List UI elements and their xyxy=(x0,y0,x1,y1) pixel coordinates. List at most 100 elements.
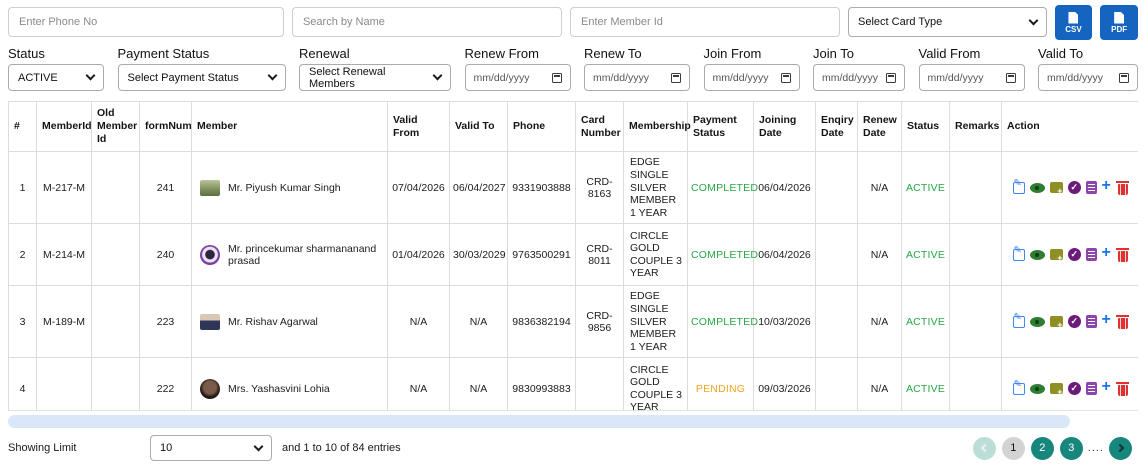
edit-icon[interactable] xyxy=(1012,178,1025,194)
pdf-label: PDF xyxy=(1111,24,1128,34)
add-image-icon[interactable] xyxy=(1049,182,1063,196)
add-image-icon[interactable] xyxy=(1049,316,1063,330)
invoice-icon[interactable] xyxy=(1085,315,1097,329)
pagination-page-1[interactable]: 1 xyxy=(1001,436,1025,460)
filter-label: Renew From xyxy=(464,46,539,61)
cell-remarks xyxy=(949,151,1002,225)
verified-icon[interactable] xyxy=(1067,382,1081,396)
filter-date-valid-to[interactable]: mm/dd/yyyy xyxy=(1038,64,1138,91)
member-name: Mr. Piyush Kumar Singh xyxy=(228,181,341,194)
edit-icon[interactable] xyxy=(1012,379,1025,395)
add-icon[interactable] xyxy=(1102,378,1113,396)
cell-joining-date: 09/03/2026 xyxy=(753,357,816,410)
column-header: Payment Status xyxy=(687,101,754,153)
calendar-icon[interactable] xyxy=(551,72,562,83)
add-image-icon[interactable] xyxy=(1049,383,1063,397)
filter-item: Renewal Select Renewal Members xyxy=(299,46,451,91)
horizontal-scrollbar-track xyxy=(8,415,1138,428)
calendar-icon[interactable] xyxy=(780,72,791,83)
cell-payment-status: COMPLETED xyxy=(687,151,758,225)
cell-membership: EDGE SINGLE SILVER MEMBER 1 YEAR xyxy=(623,151,688,225)
calendar-icon[interactable] xyxy=(671,72,681,83)
pdf-export-button[interactable]: PDF xyxy=(1100,5,1139,40)
filter-date-renew-from[interactable]: mm/dd/yyyy xyxy=(464,64,571,91)
filter-value: Select Payment Status xyxy=(127,71,239,84)
filter-date-join-from[interactable]: mm/dd/yyyy xyxy=(703,64,800,91)
calendar-icon[interactable] xyxy=(1119,72,1129,83)
filter-value: mm/dd/yyyy xyxy=(1047,71,1104,84)
member-avatar xyxy=(200,313,220,330)
column-header: # xyxy=(8,101,37,153)
cell-member: Mr. Piyush Kumar Singh xyxy=(191,151,388,225)
chevron-down-icon xyxy=(85,70,96,81)
row-actions xyxy=(1001,223,1138,287)
cell-status: ACTIVE xyxy=(901,357,950,410)
filter-select-renewal[interactable]: Select Renewal Members xyxy=(299,64,451,91)
verified-icon[interactable] xyxy=(1067,315,1081,329)
column-header: Valid From xyxy=(387,101,450,153)
csv-export-button[interactable]: CSV xyxy=(1054,5,1093,40)
cell-status: ACTIVE xyxy=(901,285,950,359)
cell-enqiry-date xyxy=(815,285,858,359)
cell-status: ACTIVE xyxy=(901,223,950,287)
chevron-left-icon xyxy=(981,443,990,453)
card-type-value: Select Card Type xyxy=(858,16,943,28)
calendar-icon[interactable] xyxy=(886,72,896,83)
cell-form-num: 241 xyxy=(139,151,192,225)
filter-date-renew-to[interactable]: mm/dd/yyyy xyxy=(584,64,690,91)
calendar-icon[interactable] xyxy=(1005,72,1016,83)
cell-remarks xyxy=(949,285,1002,359)
filter-date-valid-from[interactable]: mm/dd/yyyy xyxy=(918,64,1025,91)
invoice-icon[interactable] xyxy=(1085,248,1097,262)
cell-renew-date: N/A xyxy=(857,151,902,225)
horizontal-scrollbar-thumb[interactable] xyxy=(8,415,1071,428)
cell-valid-to: N/A xyxy=(449,285,508,359)
members-table-wrap: # MemberId Old Member Id formNum Member Valid… xyxy=(8,101,1138,411)
view-icon[interactable] xyxy=(1029,249,1045,260)
delete-icon[interactable] xyxy=(1116,314,1129,329)
verified-icon[interactable] xyxy=(1067,181,1081,195)
filter-select-status[interactable]: ACTIVE xyxy=(8,64,104,91)
member-id-search-input[interactable] xyxy=(570,7,841,37)
verified-icon[interactable] xyxy=(1067,248,1081,262)
name-search-input[interactable] xyxy=(291,7,562,37)
add-icon[interactable] xyxy=(1102,177,1113,195)
cell-payment-status: COMPLETED xyxy=(687,285,758,359)
filter-date-join-to[interactable]: mm/dd/yyyy xyxy=(813,64,905,91)
edit-icon[interactable] xyxy=(1012,245,1025,261)
invoice-icon[interactable] xyxy=(1085,181,1097,195)
filter-label: Join To xyxy=(813,46,854,61)
view-icon[interactable] xyxy=(1029,182,1045,193)
cell-enqiry-date xyxy=(815,223,858,287)
filter-label: Renewal xyxy=(299,46,350,61)
cell-member: Mr. Rishav Agarwal xyxy=(191,285,388,359)
pagination-page-2[interactable]: 2 xyxy=(1030,436,1054,460)
cell-status: ACTIVE xyxy=(901,151,950,225)
edit-icon[interactable] xyxy=(1012,312,1025,328)
cell-member: Mrs. Yashasvini Lohia xyxy=(191,357,388,410)
add-icon[interactable] xyxy=(1102,244,1113,262)
page-size-select[interactable]: 10 xyxy=(150,435,272,461)
delete-icon[interactable] xyxy=(1116,381,1129,396)
column-header: Status xyxy=(901,101,950,153)
column-header: Joining Date xyxy=(753,101,816,153)
pagination-page-3[interactable]: 3 xyxy=(1059,436,1083,460)
add-image-icon[interactable] xyxy=(1049,249,1063,263)
card-type-select[interactable]: Select Card Type xyxy=(848,7,1047,37)
view-icon[interactable] xyxy=(1029,316,1045,327)
cell-payment-status: COMPLETED xyxy=(687,223,758,287)
delete-icon[interactable] xyxy=(1116,180,1129,195)
member-avatar xyxy=(200,179,220,196)
invoice-icon[interactable] xyxy=(1085,382,1097,396)
phone-search-input[interactable] xyxy=(8,7,284,37)
showing-limit-label: Showing Limit xyxy=(8,442,77,454)
view-icon[interactable] xyxy=(1029,383,1045,394)
pagination-next-button[interactable] xyxy=(1109,436,1132,460)
filter-select-payment-status[interactable]: Select Payment Status xyxy=(117,64,286,91)
table-footer: Showing Limit 10 and 1 to 10 of 84 entri… xyxy=(0,428,1146,461)
add-icon[interactable] xyxy=(1102,311,1113,329)
delete-icon[interactable] xyxy=(1116,247,1129,262)
member-avatar xyxy=(200,378,220,399)
pagination-prev-button[interactable] xyxy=(972,436,996,460)
